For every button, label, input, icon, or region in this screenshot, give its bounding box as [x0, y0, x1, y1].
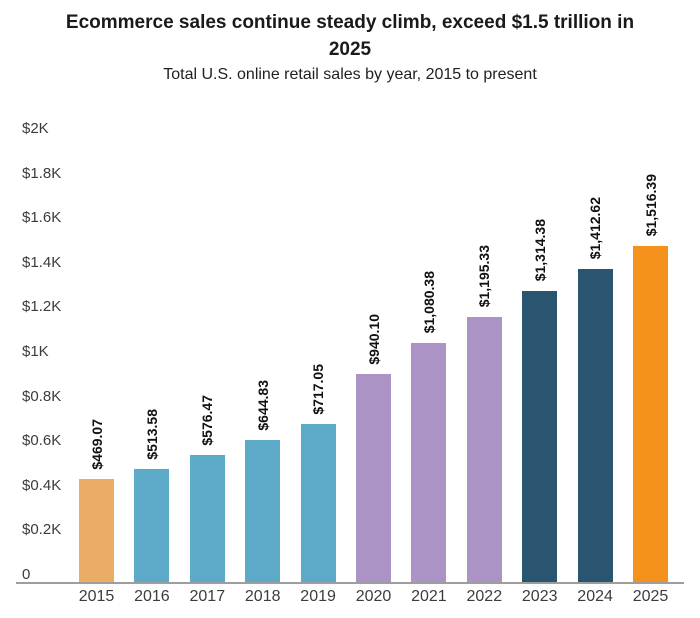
y-axis-tick-label: $1.8K	[22, 164, 62, 182]
bar-2024	[577, 268, 613, 584]
x-axis-label-2022: 2022	[466, 588, 503, 605]
bar-value-label-2021: $1,080.38	[420, 270, 437, 334]
y-axis-tick-label: 0	[22, 566, 31, 583]
chart-title: Ecommerce sales continue steady climb, e…	[20, 9, 680, 63]
bar-value-label-2024: $1,412.62	[587, 196, 604, 259]
x-axis-label-2020: 2020	[355, 588, 392, 605]
bar-2021	[411, 343, 447, 584]
x-axis-label-2025: 2025	[632, 588, 669, 605]
x-axis-label-2016: 2016	[134, 588, 170, 605]
bar-2015	[79, 479, 114, 584]
y-axis-tick-label: $0.2K	[22, 521, 62, 539]
bar-value-label-2022: $1,195.33	[476, 245, 493, 308]
chart-title-line2: 2025	[328, 39, 372, 60]
y-axis-tick-label: $1.2K	[22, 298, 62, 316]
y-axis-tick-label: $2K	[22, 120, 49, 137]
x-axis-label-2024: 2024	[577, 588, 613, 605]
bar-2020	[356, 374, 391, 584]
bar-2016	[134, 469, 170, 584]
x-axis-label-2021: 2021	[411, 588, 447, 605]
y-axis-tick-label: $1.4K	[22, 253, 62, 271]
x-axis-label-2017: 2017	[189, 588, 226, 605]
bar-2019	[300, 424, 336, 584]
y-axis-tick-label: $1K	[22, 343, 49, 360]
bar-value-label-2016: $513.58	[143, 408, 160, 460]
bar-value-label-2019: $717.05	[310, 363, 327, 415]
bar-2025	[633, 245, 668, 584]
bar-value-label-2015: $469.07	[88, 418, 105, 470]
x-axis-label-2015: 2015	[78, 588, 115, 605]
x-axis-label-2018: 2018	[244, 588, 281, 605]
bar-value-label-2017: $576.47	[199, 394, 216, 446]
bar-2022	[466, 317, 502, 584]
x-axis-line	[16, 582, 684, 584]
y-axis-tick-label: $1.6K	[22, 209, 62, 227]
bar-2023	[522, 290, 558, 584]
bar-value-label-2025: $1,516.39	[642, 173, 659, 236]
chart-title-line1: Ecommerce sales continue steady climb, e…	[65, 12, 635, 33]
chart-subtitle: Total U.S. online retail sales by year, …	[163, 66, 537, 83]
bar-value-label-2018: $644.83	[254, 379, 271, 431]
bar-value-label-2020: $940.10	[365, 313, 382, 365]
x-axis-label-2019: 2019	[300, 588, 336, 605]
y-axis-tick-label: $0.8K	[22, 387, 62, 405]
y-axis-tick-label: $0.6K	[22, 432, 62, 450]
bar-2018	[245, 440, 281, 584]
y-axis-tick-label: $0.4K	[22, 476, 62, 494]
bar-2017	[189, 455, 225, 584]
bar-value-label-2023: $1,314.38	[531, 218, 548, 281]
x-axis-label-2023: 2023	[521, 588, 558, 605]
